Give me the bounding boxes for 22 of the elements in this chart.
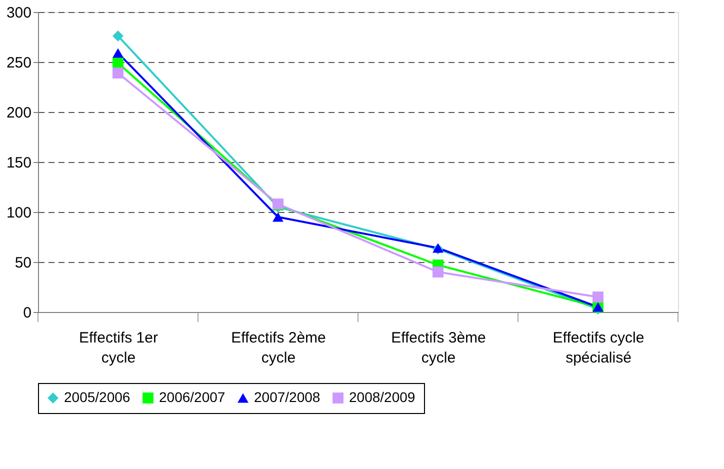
point <box>592 292 604 302</box>
legend-label: 2006/2007 <box>159 389 226 405</box>
point <box>112 58 124 68</box>
legend-label: 2007/2008 <box>254 389 320 405</box>
y-tick-label: 300 <box>6 4 32 22</box>
point <box>112 68 124 78</box>
y-tick-label: 200 <box>6 104 32 122</box>
x-tick-label: Effectifs 1er cycle <box>79 330 158 366</box>
point <box>112 48 124 58</box>
legend-label: 2008/2009 <box>349 389 416 405</box>
x-tick-label: Effectifs 2ème cycle <box>231 330 326 366</box>
y-tick-label: 150 <box>6 154 32 172</box>
x-tick-label: Effectifs 3ème cycle <box>391 330 486 366</box>
point <box>112 30 124 42</box>
x-tick-label: Effectifs cycle spécialisé <box>552 330 644 366</box>
point <box>272 212 284 222</box>
y-tick-label: 250 <box>6 54 32 72</box>
y-tick-label: 50 <box>14 254 32 272</box>
y-tick-label: 0 <box>23 304 32 322</box>
legend-label: 2005/2006 <box>64 389 130 405</box>
y-tick-label: 100 <box>6 204 32 222</box>
point <box>432 266 444 278</box>
